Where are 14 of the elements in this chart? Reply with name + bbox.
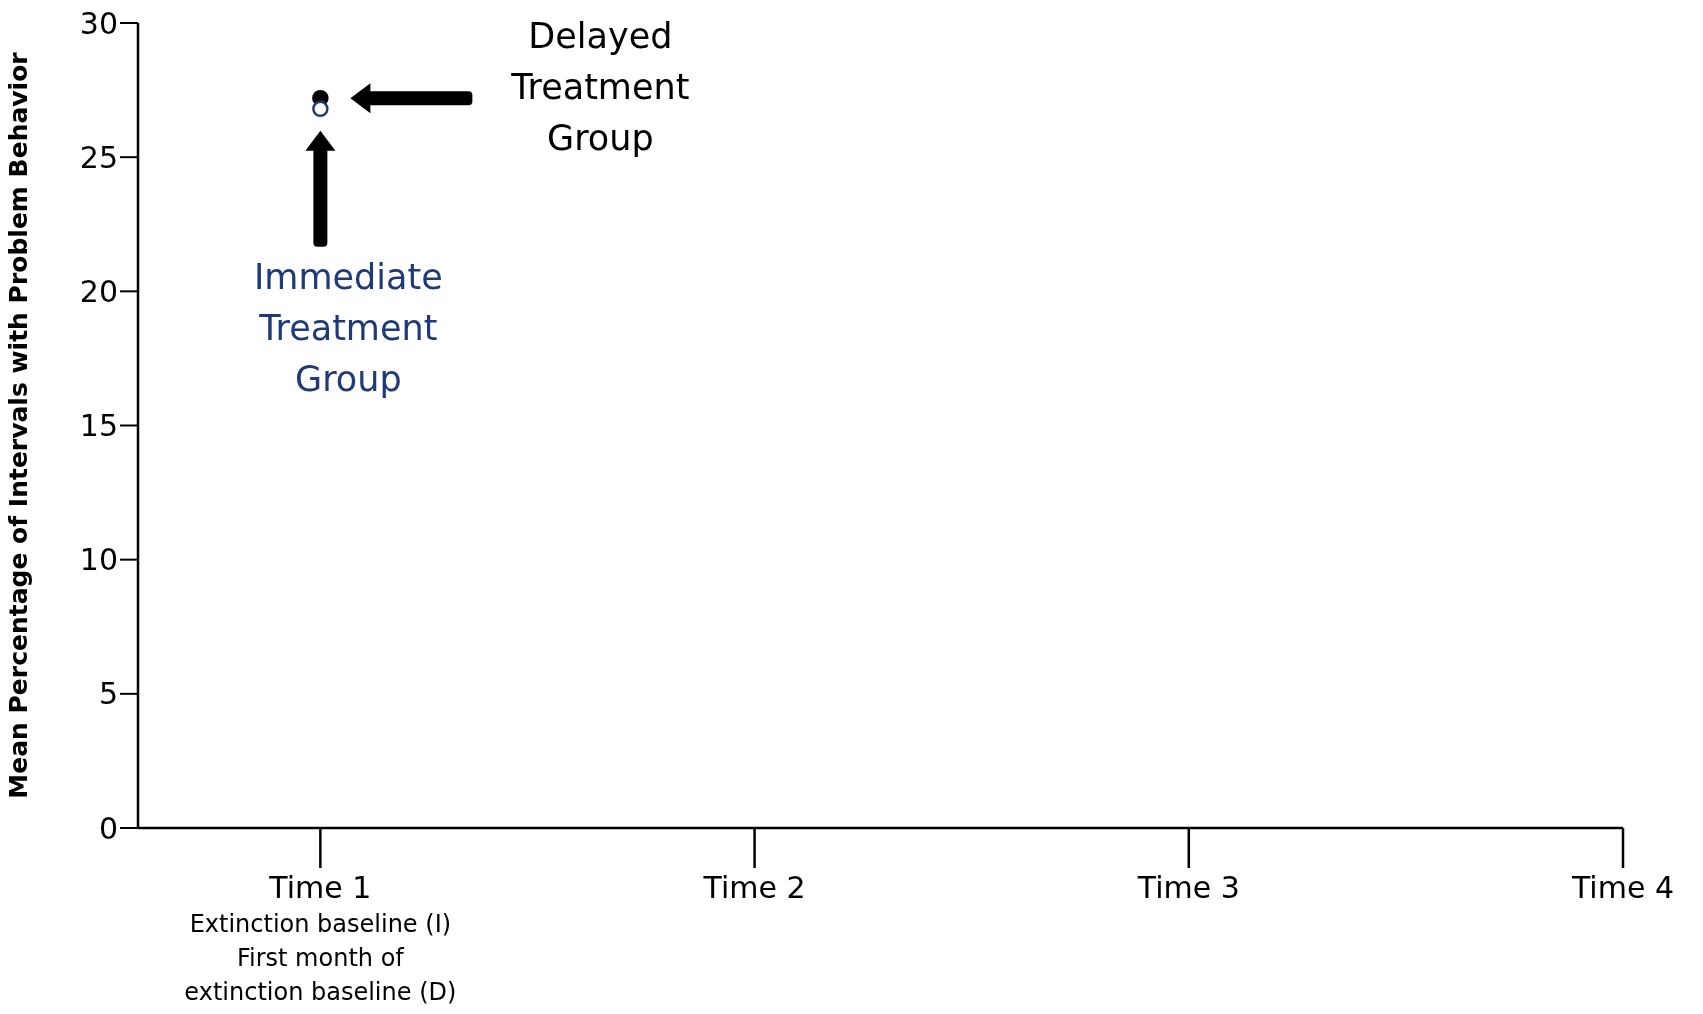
y-tick-label: 10 (79, 542, 118, 578)
y-tick-label: 20 (79, 273, 118, 309)
y-tick-label: 25 (79, 139, 118, 175)
y-axis-title: Mean Percentage of Intervals with Problem Behavior (3, 51, 33, 799)
x-tick-label: Time 3 (1136, 870, 1240, 905)
y-tick-label: 15 (79, 408, 118, 444)
y-tick-label: 5 (98, 676, 118, 712)
y-tick-label: 0 (98, 810, 118, 846)
text: Immediate Treatment Group (254, 256, 443, 399)
y-tick-label: 30 (79, 5, 118, 41)
x-tick-label: Time 1 Extinction baseline (I) First month of extinction baseline (D) (184, 870, 457, 1006)
x-tick-label: Time 2 (702, 870, 806, 905)
x-tick-label: Time 4 (1570, 870, 1675, 905)
legend-label: Delayed Treatment Group (510, 16, 690, 159)
